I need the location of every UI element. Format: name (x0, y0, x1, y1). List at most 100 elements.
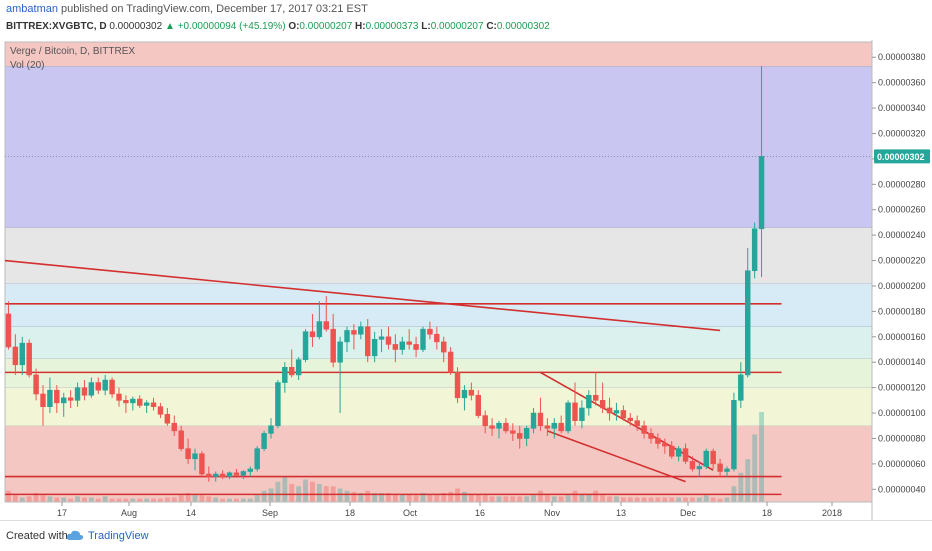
candle-body (88, 382, 95, 396)
candle (703, 448, 709, 469)
candle-body (482, 415, 488, 427)
candle-body (586, 394, 592, 409)
candle-body (309, 331, 316, 338)
volume-bar (413, 495, 419, 502)
candle (309, 313, 316, 347)
volume-bar (247, 498, 253, 502)
volume-bar (406, 494, 412, 502)
candle-body (758, 156, 765, 230)
zone-band-1 (5, 387, 872, 426)
candle (275, 380, 281, 429)
author-link[interactable]: ambatman (6, 3, 58, 15)
volume-bar (690, 497, 695, 502)
price-tick-label: 0.00000160 (878, 332, 926, 342)
time-tick-label: Aug (121, 508, 137, 518)
candle (523, 425, 530, 447)
candle-body (5, 313, 12, 348)
chart-header: ambatman published on TradingView.com, D… (0, 0, 932, 40)
candle-body (40, 393, 46, 407)
candle (662, 438, 668, 454)
candle (12, 334, 19, 375)
price-tick-label: 0.00000040 (878, 484, 926, 494)
chart-title: Verge / Bitcoin, D, BITTREX (10, 46, 135, 57)
candle-body (523, 427, 530, 439)
created-with-label: Created with (6, 530, 68, 542)
candle-body (745, 270, 751, 376)
candle (171, 415, 177, 436)
candle-body (199, 453, 205, 475)
candle (316, 301, 323, 340)
volume-bar (503, 496, 509, 502)
ohlc-line: BITTREX:XVGBTC, D 0.00000302 ▲ +0.000000… (6, 21, 550, 32)
candle (213, 471, 219, 482)
candle-body (81, 387, 88, 396)
change-value: +0.00000094 (+45.19%) (177, 21, 286, 32)
candle (593, 372, 599, 406)
candle (150, 397, 157, 411)
candle (302, 329, 309, 363)
candle-body (669, 445, 675, 457)
candle (116, 387, 122, 407)
volume-bar (752, 434, 758, 502)
time-tick-label: Oct (403, 508, 418, 518)
zone-band-7 (5, 42, 872, 67)
candle-body (689, 461, 696, 470)
candle (95, 377, 101, 394)
candle-body (323, 321, 329, 330)
candle-body (344, 330, 350, 343)
candle (295, 357, 302, 381)
volume-bar (427, 494, 433, 502)
candle (627, 413, 633, 426)
volume-bar (558, 496, 564, 502)
candle-body (627, 417, 633, 421)
volume-bar (634, 497, 640, 502)
candle (537, 397, 544, 431)
volume-bar (95, 498, 101, 502)
zone-band-3 (5, 326, 872, 359)
candle-body (489, 425, 495, 429)
volume-bar (607, 496, 612, 502)
tradingview-brand[interactable]: TradingView (88, 530, 149, 542)
time-tick-label: 16 (475, 508, 485, 518)
volume-bar (586, 494, 592, 502)
candle-body (365, 326, 371, 357)
candle-body (441, 341, 447, 353)
candle (185, 438, 191, 464)
candle (192, 448, 198, 471)
zone-band-0 (5, 425, 872, 502)
candle-body (254, 448, 260, 470)
candle-body (517, 433, 523, 439)
candle-body (675, 448, 682, 457)
published-text: published on TradingView.com, December 1… (61, 3, 368, 15)
candle-body (289, 367, 295, 376)
volume-bar (614, 496, 619, 502)
volume-bar (282, 477, 288, 502)
volume-bar (33, 493, 39, 502)
candle-body (475, 394, 481, 416)
candle-body (454, 372, 461, 399)
candle (731, 392, 737, 472)
candle (282, 362, 288, 393)
price-tick-label: 0.00000240 (878, 230, 926, 240)
candle-body (282, 367, 288, 383)
volume-bar (496, 496, 502, 502)
candle-body (26, 342, 32, 376)
candle-body (392, 344, 399, 350)
candle (330, 313, 336, 368)
price-chart[interactable]: 0.00000040 0.00000060 0.00000080 0.00000100… (0, 40, 932, 520)
candle-body (717, 463, 723, 472)
trendline-2 (547, 430, 686, 483)
candle (137, 395, 143, 408)
candle-body (213, 473, 219, 477)
candle-body (95, 382, 101, 391)
candle-body (102, 379, 108, 391)
candle (544, 418, 551, 436)
candle-body (74, 387, 81, 401)
candle (503, 418, 509, 434)
candle (599, 382, 606, 414)
candle (530, 407, 537, 434)
candle (219, 470, 226, 480)
candle (261, 430, 267, 452)
candle (682, 443, 689, 464)
candle (81, 380, 88, 401)
